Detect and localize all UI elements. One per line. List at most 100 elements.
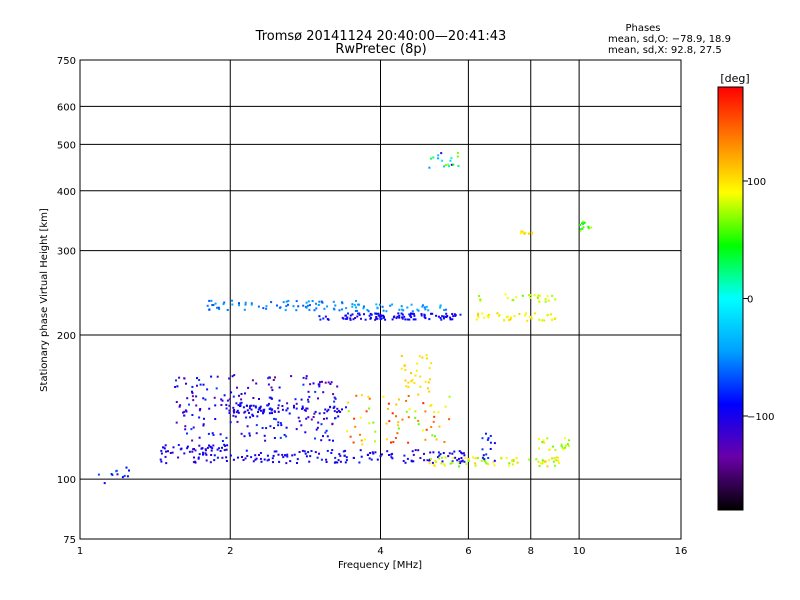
echo-point [417,393,420,396]
echo-point [317,421,320,424]
echo-point [461,459,464,462]
echo-point [226,309,229,311]
y-axis-ticks: 75 100 200 300 400 500 600 750 [57,56,76,546]
echo-point [457,461,460,464]
echo-point [485,432,487,435]
echo-point [274,410,276,413]
echo-point [209,461,212,464]
echo-point [164,455,167,458]
echo-point [434,459,437,462]
echo-point [255,382,258,385]
echo-point [396,432,399,435]
echo-point [385,438,388,441]
echo-point [395,415,397,418]
echo-point [186,445,189,448]
echo-point [414,449,417,452]
echo-point [429,458,432,461]
echo-point [272,454,275,457]
echo-point [360,394,363,397]
echo-point [403,315,406,318]
echo-point [376,458,379,461]
echo-point [398,316,401,319]
echo-point [525,312,527,315]
echo-point [321,301,324,304]
echo-point [332,407,335,409]
echo-point [581,222,583,225]
echo-point [533,312,536,315]
echo-point [199,408,202,410]
echo-point [202,451,204,454]
echo-point [554,317,557,320]
echo-point [410,303,413,306]
grid-lines [80,60,681,539]
echo-point [396,315,399,318]
echo-point [435,314,438,317]
echo-point [176,385,179,388]
echo-point [231,299,233,302]
echo-point [487,463,490,466]
echo-point [234,415,237,418]
colorbar-tick-label: −100 [747,412,774,423]
echo-point [244,392,246,395]
echo-point [391,412,394,415]
y-tick-label: 750 [57,56,76,67]
echo-point [191,390,193,393]
echo-point [202,424,205,427]
echo-point [402,309,405,312]
echo-point [452,315,455,318]
echo-point [184,425,187,428]
y-tick-label: 400 [57,187,76,198]
echo-point [368,457,371,460]
echo-point [391,318,394,321]
echo-point [427,309,430,312]
echo-point [417,309,420,312]
echo-point [483,460,486,462]
echo-point [320,458,323,461]
echo-point [296,462,298,464]
colorbar [717,86,744,511]
echo-point [333,405,336,408]
y-tick-label: 200 [57,331,76,342]
echo-point [448,165,450,168]
echo-point [255,457,258,460]
echo-point [295,428,298,431]
echo-point [533,294,536,297]
echo-point [451,318,454,321]
echo-point [546,295,549,298]
echo-point [351,303,354,306]
echo-point [498,314,500,317]
echo-point [450,157,453,160]
echo-point [160,452,163,455]
echo-point [200,447,203,450]
echo-point [477,316,480,319]
echo-point [401,418,404,421]
echo-point [432,156,435,159]
echo-point [160,460,163,463]
echo-point [295,300,298,303]
echo-point [536,295,539,298]
echo-point [395,317,398,320]
echo-point [213,454,216,457]
echo-point [194,449,197,452]
echo-point [174,386,177,388]
echo-point [374,312,377,315]
echo-point [195,404,198,407]
echo-point [237,411,240,414]
echo-point [346,430,349,433]
echo-point [229,421,232,424]
echo-point [347,401,350,404]
echo-point [163,447,166,450]
echo-point [305,407,308,410]
echo-point [345,307,348,310]
echo-point [258,398,260,400]
echo-point [352,456,355,459]
echo-point [251,379,254,382]
echo-point [333,410,336,413]
echo-point [336,385,339,388]
echo-point [196,384,198,387]
echo-point [277,453,280,456]
echo-point [283,433,286,436]
echo-point [361,443,364,446]
echo-point [305,377,308,380]
echo-point [453,450,456,453]
